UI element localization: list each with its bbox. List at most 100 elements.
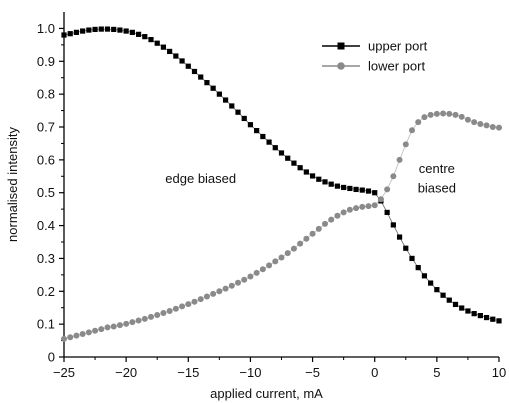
data-point-circle [272,258,279,265]
data-point-circle [79,331,86,337]
data-point-circle [346,206,353,213]
data-point-square [341,184,347,191]
data-point-circle [402,141,409,148]
data-point-square [334,183,341,189]
series-line [63,113,500,340]
data-point-square [309,173,316,179]
data-point-circle [197,296,204,303]
data-point-circle [185,301,192,308]
data-point-square [316,176,322,182]
data-point-circle [179,303,186,310]
data-point-square [254,128,260,134]
data-point-circle [477,121,484,128]
data-point-square [465,308,471,314]
data-point-square [135,31,142,37]
data-point-circle [216,288,223,295]
data-point-circle [446,110,453,117]
data-point-circle [129,319,136,326]
data-point-square [92,26,98,33]
data-point-circle [452,111,459,118]
data-point-square [409,255,415,262]
y-tick-label: 0.8 [37,87,55,102]
data-point-circle [377,196,384,203]
data-point-square [191,68,198,75]
y-tick-label: 0.3 [37,251,55,266]
data-point-square [440,292,446,298]
annotation-text: biased [418,181,456,196]
data-point-circle [371,202,378,209]
legend-label: upper port [368,39,428,54]
data-point-square [483,314,490,321]
ticks: −25 −20 −15 −10 −5 0 5 10 0 0.1 0.2 0.3 0.4 0.5 0.6 0.7… [37,21,506,380]
data-point-circle [334,212,341,219]
data-point-square [490,316,496,322]
data-point-square [260,133,266,140]
data-point-square [148,37,154,43]
data-point-circle [440,110,447,117]
data-point-square [247,122,254,128]
data-point-square [359,187,365,193]
x-tick-label: −10 [239,365,261,380]
data-point-circle [191,298,198,305]
data-point-circle [235,279,241,286]
data-point-square [372,190,378,196]
y-tick-label: 0.6 [37,152,55,167]
series-upper-port [61,26,502,324]
data-point-circle [104,324,111,331]
data-point-square [434,287,440,293]
data-point-circle [353,205,360,212]
y-tick-label: 0.7 [37,120,55,135]
data-point-square [278,150,285,156]
annotation-text: edge biased [165,171,236,186]
data-point-circle [141,315,148,322]
data-point-square [471,311,477,317]
data-point-square [390,222,396,228]
data-point-square [216,91,222,97]
data-point-square [384,209,390,216]
data-point-square [185,63,191,69]
data-point-square [446,297,452,303]
data-point-square [285,155,291,161]
data-point-circle [409,127,415,134]
axis-labels: applied current, mA normalised intensity [5,127,323,401]
data-point-circle [85,329,92,336]
data-point-square [98,26,104,32]
y-tick-label: 0.5 [37,185,55,200]
y-tick-label: 0.1 [37,317,55,332]
y-tick-label: 0.9 [37,54,55,69]
data-point-circle [148,313,154,320]
data-point-circle [253,269,260,276]
data-point-square [266,139,272,145]
series-layer [61,26,502,342]
data-point-square [142,34,148,40]
x-tick-label: −5 [305,365,320,380]
data-point-circle [92,327,99,334]
data-point-square [303,169,309,175]
legend-marker-circle [337,62,345,70]
data-point-circle [396,156,403,163]
data-point-square [173,53,179,59]
y-tick-label: 0.2 [37,284,55,299]
legend-label: lower port [368,59,425,74]
x-tick-label: 10 [492,365,506,380]
data-point-square [104,26,111,32]
data-point-circle [61,335,67,342]
data-point-circle [464,116,471,123]
annotations: edge biased centre biased [165,161,456,196]
data-point-circle [160,309,167,316]
data-point-square [452,301,459,308]
data-point-square [61,32,67,38]
y-tick-label: 0 [48,350,55,365]
data-point-square [396,234,403,240]
data-point-square [73,29,80,35]
data-point-circle [154,311,161,318]
series-lower-port [61,110,502,342]
y-tick-label: 0.4 [37,218,55,233]
data-point-circle [203,293,210,300]
data-point-square [222,97,229,103]
data-point-circle [384,186,391,193]
x-tick-label: −15 [177,365,199,380]
data-point-circle [483,122,490,129]
